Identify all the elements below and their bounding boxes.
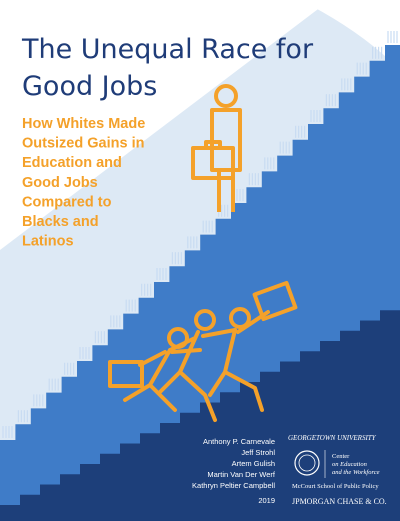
standing-figure <box>191 84 242 212</box>
center-line: Center <box>332 453 350 460</box>
center-line: and the Workforce <box>332 469 380 476</box>
author: Kathryn Peltier Campbell <box>192 481 275 490</box>
year: 2019 <box>258 496 275 505</box>
staircase <box>0 29 400 521</box>
subtitle-line: How Whites Made <box>22 116 145 132</box>
center-line: on Education <box>332 461 367 468</box>
title-line: Good Jobs <box>22 71 157 102</box>
author: Jeff Strohl <box>241 448 275 457</box>
seal-inner <box>298 454 316 472</box>
seal <box>294 450 320 476</box>
navy-stairs <box>0 300 400 521</box>
subtitle-line: Blacks and <box>22 214 99 230</box>
subtitle: How Whites Made Outsized Gains in Educatio… <box>22 116 145 250</box>
running-figures <box>108 280 298 422</box>
school-logo: McCourt School of Public Policy <box>292 483 379 490</box>
university-logo: GEORGETOWN UNIVERSITY <box>288 434 377 442</box>
subtitle-line: Compared to <box>22 194 112 210</box>
authors: Anthony P. Carnevale Jeff Strohl Artem Gul… <box>192 437 276 490</box>
sponsor-logo: JPMORGAN CHASE & CO. <box>292 497 387 506</box>
subtitle-line: Outsized Gains in <box>22 136 144 152</box>
title-line: The Unequal Race for <box>21 34 314 65</box>
subtitle-line: Good Jobs <box>22 175 98 191</box>
author: Artem Gulish <box>232 459 275 468</box>
author: Martin Van Der Werf <box>207 470 276 479</box>
author: Anthony P. Carnevale <box>203 437 275 446</box>
subtitle-line: Education and <box>22 155 122 171</box>
corner-curve <box>300 0 400 70</box>
subtitle-line: Latinos <box>22 234 74 250</box>
